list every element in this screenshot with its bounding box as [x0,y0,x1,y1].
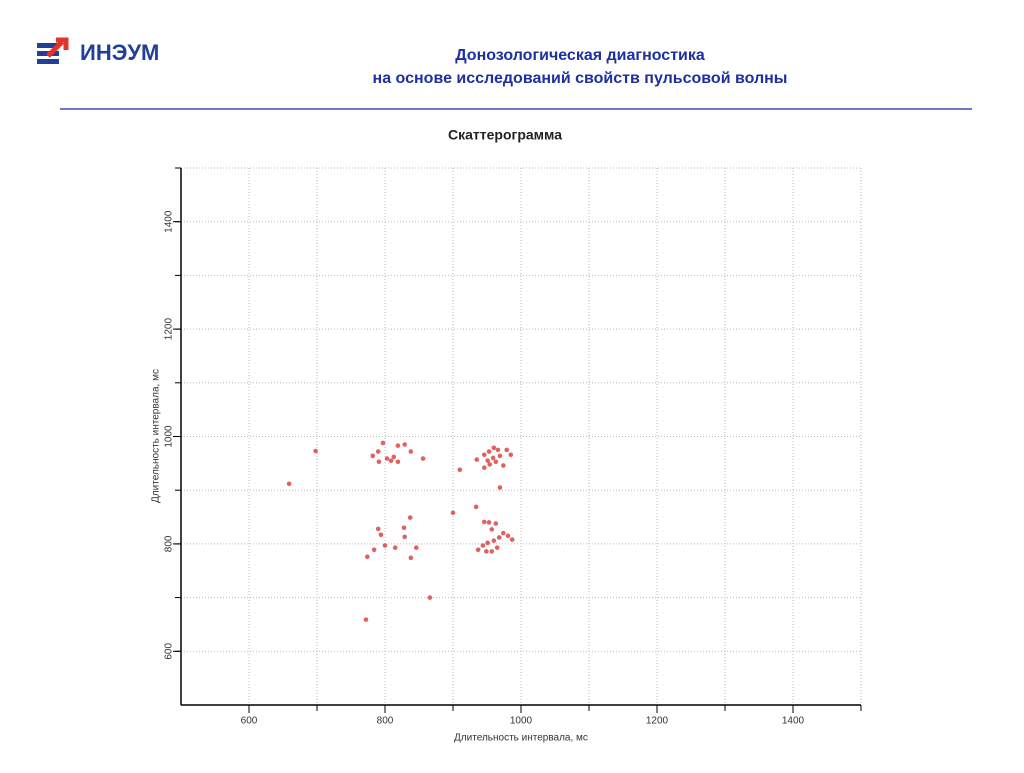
point [450,510,456,516]
point [395,443,401,448]
x-tick-label: 800 [377,716,394,727]
point [401,525,407,531]
point [427,595,433,600]
point [480,543,486,548]
point [380,440,386,446]
point [487,462,493,467]
point [495,447,501,453]
point [413,545,419,550]
point [365,554,370,560]
point [486,449,492,454]
point [473,504,479,510]
point [388,458,394,463]
point [378,532,384,538]
point [457,467,463,473]
point [375,449,381,454]
point [475,547,481,553]
point [474,457,480,462]
point [402,534,408,540]
x-axis-label: Длительность интервала, мс [454,733,588,744]
point [481,519,487,525]
point [376,459,382,465]
point [392,545,398,550]
y-tick-label: 800 [164,535,175,552]
point [489,549,495,554]
y-tick-label: 1000 [164,425,175,448]
point [395,459,401,465]
point [491,445,497,451]
logo-icon [37,37,69,64]
point [508,452,514,458]
point [382,543,388,548]
point [504,447,510,453]
x-tick-label: 600 [241,716,258,727]
point [484,549,489,554]
slide-title: на основе исследований свойств пульсовой… [373,70,788,87]
point [485,458,490,463]
point [501,530,506,536]
point [313,448,318,454]
point [493,521,499,526]
point [375,526,381,532]
y-axis-label: Длительность интервала, мс [151,369,162,503]
point [408,449,414,454]
point [509,537,515,542]
point [491,538,497,543]
point [497,453,503,459]
y-tick-label: 1400 [164,210,175,233]
point [481,452,487,458]
point [407,515,413,520]
logo-text: ИНЭУМ [80,40,159,65]
point [286,481,292,487]
point [481,465,487,470]
x-tick-label: 1400 [782,716,805,727]
y-tick-label: 600 [164,643,175,660]
point [490,455,496,461]
x-tick-label: 1200 [646,716,669,727]
point [496,535,502,540]
slide-title: Донозологическая диагностика [455,47,705,64]
x-tick-label: 1000 [510,716,533,727]
point [420,456,426,461]
point [486,520,492,525]
point [384,456,390,461]
point [489,527,495,532]
point [505,533,511,539]
point [493,459,499,465]
point [497,485,503,490]
point [371,547,377,553]
point [363,617,369,622]
point [408,555,414,561]
point [501,463,506,468]
point [494,545,500,550]
point [370,453,376,459]
point [402,442,408,447]
y-tick-label: 1200 [164,318,175,341]
point [391,454,397,460]
chart-title: Скаттерограмма [448,127,562,143]
point [485,540,490,546]
plot: 600 800 1000 1200 1400 600 800 1000 1200 1400 [164,167,862,727]
